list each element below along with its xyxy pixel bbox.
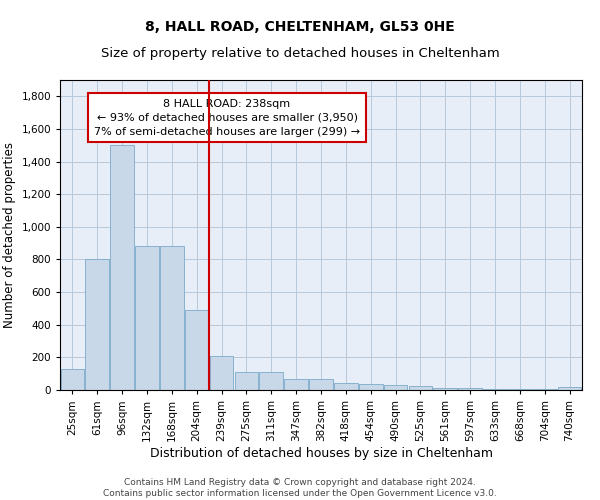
Bar: [210, 356, 233, 390]
Bar: [160, 246, 184, 390]
Y-axis label: Number of detached properties: Number of detached properties: [3, 142, 16, 328]
Bar: [85, 260, 109, 390]
Bar: [259, 372, 283, 390]
X-axis label: Distribution of detached houses by size in Cheltenham: Distribution of detached houses by size …: [149, 446, 493, 460]
Text: Size of property relative to detached houses in Cheltenham: Size of property relative to detached ho…: [101, 48, 499, 60]
Bar: [558, 386, 581, 390]
Bar: [284, 378, 308, 390]
Bar: [61, 369, 84, 390]
Bar: [309, 378, 333, 390]
Bar: [483, 389, 507, 390]
Text: 8, HALL ROAD, CHELTENHAM, GL53 0HE: 8, HALL ROAD, CHELTENHAM, GL53 0HE: [145, 20, 455, 34]
Text: Contains HM Land Registry data © Crown copyright and database right 2024.
Contai: Contains HM Land Registry data © Crown c…: [103, 478, 497, 498]
Bar: [185, 310, 209, 390]
Bar: [409, 386, 432, 390]
Bar: [359, 384, 383, 390]
Text: 8 HALL ROAD: 238sqm
← 93% of detached houses are smaller (3,950)
7% of semi-deta: 8 HALL ROAD: 238sqm ← 93% of detached ho…: [94, 98, 360, 136]
Bar: [533, 389, 557, 390]
Bar: [135, 246, 159, 390]
Bar: [334, 384, 358, 390]
Bar: [384, 385, 407, 390]
Bar: [235, 372, 258, 390]
Bar: [508, 389, 532, 390]
Bar: [433, 388, 457, 390]
Bar: [458, 388, 482, 390]
Bar: [110, 146, 134, 390]
